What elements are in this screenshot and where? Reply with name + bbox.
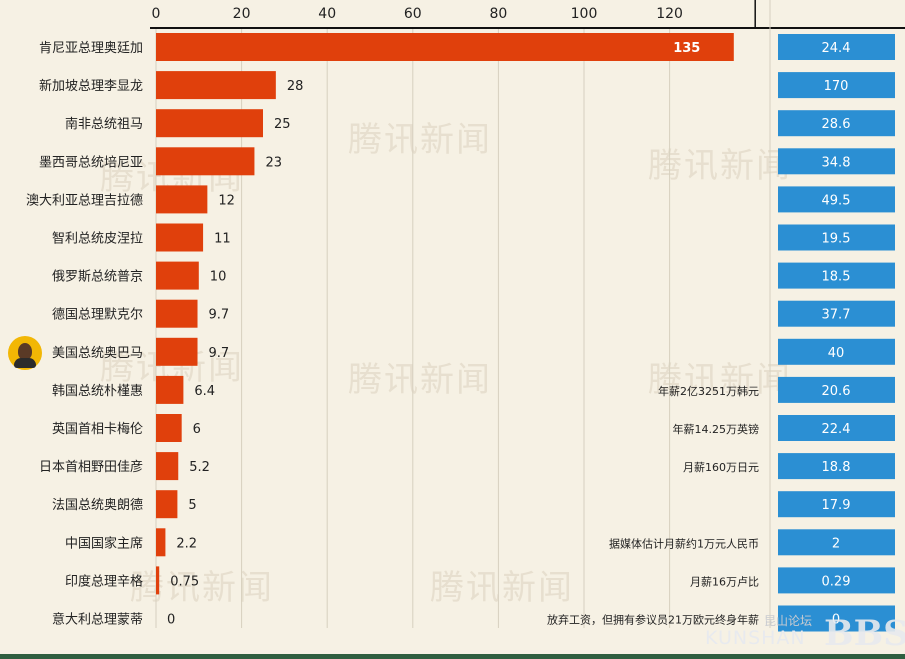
box-value-label: 37.7	[822, 308, 851, 323]
category-label: 南非总统祖马	[65, 116, 143, 132]
forum-logo: 昆山论坛 KUNSHAN BBS	[700, 610, 905, 654]
salary-note: 月薪16万卢比	[690, 575, 759, 588]
box-value-label: 28.6	[822, 117, 851, 132]
bar	[156, 452, 179, 481]
bar	[156, 337, 198, 366]
category-label: 印度总理辛格	[65, 573, 143, 589]
box-value-bg	[778, 567, 895, 594]
bar-value-label: 2.2	[176, 536, 197, 551]
box-value-bg	[778, 148, 895, 175]
box-value-bg	[778, 224, 895, 251]
bar-value-label: 6	[193, 422, 201, 437]
bar	[156, 490, 178, 519]
box-value-label: 18.8	[822, 460, 851, 475]
bar	[156, 185, 208, 214]
x-tick-label: 80	[489, 6, 507, 22]
category-label: 德国总理默克尔	[52, 307, 143, 323]
box-value-bg	[778, 110, 895, 137]
box-value-bg	[778, 415, 895, 441]
bar-value-label: 6.4	[194, 384, 215, 399]
box-value-label: 20.6	[822, 384, 851, 399]
obama-avatar-icon	[8, 336, 42, 370]
bar-value-label: 23	[265, 155, 282, 170]
x-tick-label: 100	[571, 6, 598, 22]
bar-value-label: 9.7	[209, 346, 230, 361]
forum-logo-en: KUNSHAN	[705, 627, 806, 649]
box-value-label: 170	[824, 79, 849, 94]
box-value-label: 17.9	[822, 498, 851, 513]
x-tick-label: 40	[318, 6, 336, 22]
bar	[156, 261, 199, 290]
category-label: 澳大利亚总理吉拉德	[26, 192, 143, 208]
box-value-bg	[778, 453, 895, 480]
bar	[156, 223, 204, 252]
forum-logo-cn: 昆山论坛	[764, 614, 813, 628]
category-label: 俄罗斯总统普京	[52, 270, 143, 285]
box-value-label: 40	[828, 346, 845, 361]
bar-value-label: 12	[218, 193, 235, 208]
salary-note: 放弃工资，但拥有参议员21万欧元终身年薪	[547, 613, 759, 627]
box-value-bg	[778, 338, 895, 365]
salary-note: 据媒体估计月薪约1万元人民币	[609, 536, 759, 550]
salary-note: 月薪160万日元	[683, 461, 759, 474]
category-label: 法国总统奥朗德	[52, 498, 143, 513]
bar-value-label: 5.2	[189, 460, 210, 475]
bar-value-label: 9.7	[209, 308, 230, 323]
x-tick-label: 20	[233, 6, 251, 22]
category-label: 美国总统奥巴马	[52, 346, 143, 361]
bar	[156, 299, 198, 328]
box-value-bg	[778, 262, 895, 289]
box-value-bg	[778, 72, 895, 99]
category-label: 日本首相野田佳彦	[39, 459, 143, 475]
bar	[156, 147, 255, 176]
box-value-bg	[778, 186, 895, 213]
box-value-bg	[778, 491, 895, 518]
footer-bar	[0, 654, 905, 659]
category-label: 中国国家主席	[65, 535, 143, 551]
box-value-label: 24.4	[822, 41, 851, 56]
forum-logo-bbs: BBS	[824, 613, 905, 654]
bar-value-label: 11	[214, 232, 231, 247]
box-value-label: 18.5	[822, 270, 851, 285]
category-label: 智利总统皮涅拉	[52, 232, 143, 247]
category-label: 肯尼亚总理奥廷加	[39, 41, 143, 56]
box-value-label: 0	[832, 613, 840, 628]
bar	[156, 109, 263, 138]
category-label: 英国首相卡梅伦	[52, 422, 143, 437]
box-value-label: 22.4	[822, 422, 851, 437]
box-value-bg	[778, 376, 895, 403]
bar-value-label: 135	[673, 41, 700, 56]
category-label: 韩国总统朴槿惠	[52, 384, 143, 399]
box-value-bg	[778, 605, 895, 632]
x-tick-label: 60	[404, 6, 422, 22]
category-label: 墨西哥总统培尼亚	[39, 154, 143, 170]
box-value-label: 19.5	[822, 232, 851, 247]
box-value-label: 0.29	[822, 574, 851, 589]
bar-value-label: 10	[210, 270, 227, 285]
bar	[156, 33, 734, 61]
bar	[156, 566, 160, 595]
bar-value-label: 0	[167, 613, 175, 628]
bar	[156, 71, 276, 100]
box-value-bg	[778, 529, 895, 556]
salary-note: 年薪2亿3251万韩元	[658, 384, 759, 398]
bar	[156, 414, 182, 442]
bar-value-label: 5	[188, 498, 196, 513]
category-label: 意大利总理蒙蒂	[52, 612, 143, 628]
box-value-label: 49.5	[822, 193, 851, 208]
x-tick-label: 120	[656, 6, 683, 22]
bar	[156, 375, 184, 404]
bar-value-label: 28	[287, 79, 304, 94]
category-label: 新加坡总理李显龙	[39, 78, 143, 94]
bar	[156, 528, 166, 557]
bar-value-label: 25	[274, 117, 291, 132]
salary-note: 年薪14.25万英镑	[673, 422, 760, 436]
box-value-label: 2	[832, 536, 840, 551]
x-tick-label: 0	[152, 6, 161, 22]
box-value-bg	[778, 300, 895, 327]
box-value-bg	[778, 34, 895, 60]
box-value-label: 34.8	[822, 155, 851, 170]
bar-value-label: 0.75	[170, 574, 199, 589]
